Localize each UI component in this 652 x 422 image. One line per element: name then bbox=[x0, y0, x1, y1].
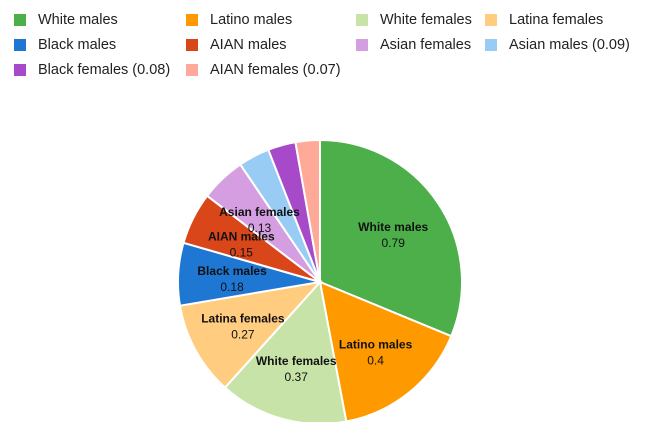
legend-label: Asian females bbox=[380, 37, 472, 53]
pie-slice-latina-females[interactable] bbox=[178, 280, 323, 389]
legend-swatch bbox=[356, 14, 368, 26]
legend-swatch bbox=[14, 14, 26, 26]
legend-label: White females bbox=[380, 12, 472, 28]
legend-swatch bbox=[186, 14, 198, 26]
slice-label-name: Latino males bbox=[339, 337, 413, 351]
legend-label: Black females (0.08) bbox=[38, 62, 171, 78]
legend-swatch bbox=[186, 64, 198, 76]
chart-legend: White males Latino males White females L… bbox=[0, 0, 652, 90]
legend-swatch bbox=[186, 39, 198, 51]
legend-item-asian-males[interactable]: Asian males (0.09) bbox=[485, 35, 630, 55]
slice-label-name: White males bbox=[358, 220, 428, 234]
slice-label-latina-females: Latina females 0.27 bbox=[201, 311, 285, 341]
legend-item-latina-females[interactable]: Latina females bbox=[485, 10, 603, 30]
slice-label-value: 0.27 bbox=[231, 327, 255, 341]
slice-label-black-males: Black males 0.18 bbox=[197, 264, 267, 294]
slice-label-name: Latina females bbox=[201, 311, 285, 325]
slice-label-value: 0.37 bbox=[285, 370, 309, 384]
legend-label: AIAN males bbox=[210, 37, 287, 53]
legend-item-black-females[interactable]: Black females (0.08) bbox=[14, 60, 170, 80]
pie-slice-white-males[interactable] bbox=[319, 138, 463, 338]
slice-label-value: 0.13 bbox=[248, 221, 272, 235]
legend-item-latino-males[interactable]: Latino males bbox=[186, 10, 292, 30]
pie-slices bbox=[177, 138, 463, 422]
legend-swatch bbox=[485, 39, 497, 51]
legend-item-aian-males[interactable]: AIAN males bbox=[186, 35, 287, 55]
slice-label-white-males: White males 0.79 bbox=[358, 220, 428, 250]
legend-item-white-females[interactable]: White females bbox=[356, 10, 472, 30]
legend-swatch bbox=[356, 39, 368, 51]
slice-label-name: AIAN males bbox=[208, 230, 275, 244]
slice-label-value: 0.4 bbox=[367, 353, 384, 367]
legend-swatch bbox=[14, 64, 26, 76]
legend-swatch bbox=[14, 39, 26, 51]
pie-slice-latino-males[interactable] bbox=[318, 280, 453, 422]
legend-item-black-males[interactable]: Black males bbox=[14, 35, 116, 55]
legend-label: AIAN females (0.07) bbox=[210, 62, 341, 78]
slice-label-aian-males: AIAN males 0.15 bbox=[208, 230, 275, 260]
slice-label-white-females: White females 0.37 bbox=[256, 354, 337, 384]
legend-label: Latina females bbox=[509, 12, 604, 28]
slice-label-name: Asian females bbox=[219, 205, 300, 219]
slice-label-name: Black males bbox=[197, 264, 267, 278]
legend-label: White males bbox=[38, 12, 118, 28]
legend-swatch bbox=[485, 14, 497, 26]
slice-label-value: 0.15 bbox=[230, 246, 254, 260]
legend-label: Latino males bbox=[210, 12, 293, 28]
slice-label-asian-females: Asian females 0.13 bbox=[219, 205, 300, 235]
legend-label: Black males bbox=[38, 37, 117, 53]
pie-slice-labels: White males 0.79 Latino males 0.4 White fema… bbox=[197, 205, 428, 384]
pie-slice-white-females[interactable] bbox=[223, 279, 348, 422]
legend-item-aian-females[interactable]: AIAN females (0.07) bbox=[186, 60, 341, 80]
legend-item-white-males[interactable]: White males bbox=[14, 10, 118, 30]
legend-item-asian-females[interactable]: Asian females bbox=[356, 35, 471, 55]
slice-label-latino-males: Latino males 0.4 bbox=[339, 337, 413, 367]
pie-slice-aian-females[interactable] bbox=[294, 138, 321, 283]
slice-label-value: 0.79 bbox=[382, 236, 406, 250]
slice-label-value: 0.18 bbox=[220, 280, 244, 294]
slice-label-name: White females bbox=[256, 354, 337, 368]
legend-label: Asian males (0.09) bbox=[509, 37, 630, 53]
